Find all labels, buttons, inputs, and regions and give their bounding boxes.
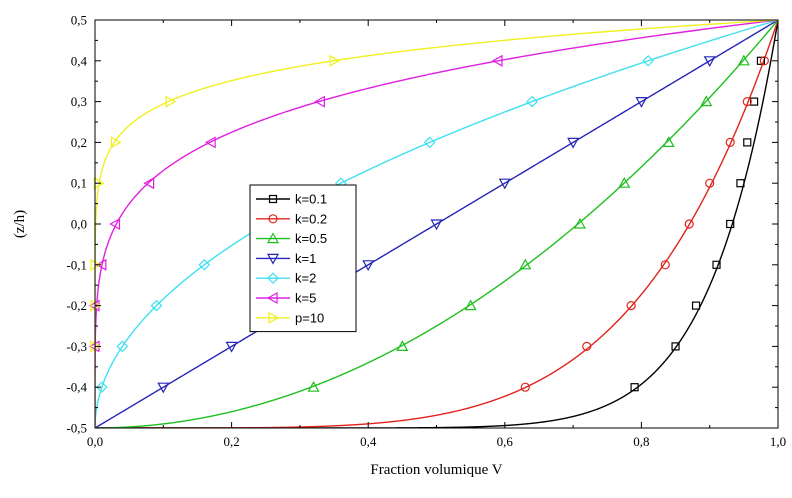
- data-point: [519, 258, 532, 270]
- series-markers-3: [307, 54, 750, 392]
- data-point: [671, 342, 680, 351]
- y-tick-label: -0,2: [66, 298, 87, 313]
- data-point: [491, 54, 503, 67]
- series-line-1: [95, 20, 778, 428]
- data-point: [95, 381, 108, 394]
- data-point: [756, 56, 766, 65]
- data-point: [498, 178, 511, 190]
- data-point: [157, 382, 170, 394]
- legend-label: k=0.1: [295, 192, 327, 207]
- y-tick-label: 0,3: [71, 94, 87, 109]
- markers-layer: [88, 54, 769, 394]
- legend-label: k=0.2: [295, 211, 327, 226]
- data-point: [725, 137, 735, 147]
- series-markers-5: [95, 54, 655, 394]
- data-point: [742, 96, 752, 107]
- y-tick-label: 0,5: [71, 13, 87, 28]
- legend-marker: [266, 291, 278, 305]
- data-point: [198, 258, 211, 271]
- data-point: [759, 56, 769, 66]
- series-line-7: [95, 20, 778, 428]
- x-tick-label: 0,8: [633, 434, 649, 449]
- legend-label: k=1: [295, 251, 316, 266]
- data-point: [642, 54, 655, 67]
- legend-marker: [268, 214, 278, 224]
- series-line-3: [95, 20, 778, 428]
- data-point: [703, 56, 716, 68]
- y-axis-title: (z/h): [12, 210, 28, 238]
- legend: k=0.1 k=0.2 k=0.5 k=1 k=2 k=5 p=10: [249, 184, 357, 333]
- x-tick-label: 0,2: [223, 434, 239, 449]
- data-point: [573, 217, 586, 229]
- data-point: [329, 54, 341, 67]
- legend-marker: [268, 311, 280, 324]
- data-point: [110, 136, 122, 149]
- y-tick-label: -0,4: [66, 380, 87, 395]
- data-point: [116, 340, 129, 353]
- data-point: [464, 299, 477, 311]
- x-tick-label: 0,4: [360, 434, 377, 449]
- data-point: [712, 260, 721, 269]
- legend-marker: [266, 253, 280, 265]
- data-point: [743, 138, 752, 147]
- data-point: [749, 97, 759, 106]
- data-point: [423, 136, 436, 149]
- data-point: [143, 177, 155, 190]
- y-tick-label: -0,5: [66, 421, 87, 436]
- data-point: [526, 95, 538, 108]
- data-point: [150, 299, 163, 312]
- y-tick-label: 0,1: [71, 176, 87, 191]
- y-tick-label: 0,0: [71, 217, 87, 232]
- y-tick-label: 0,4: [71, 53, 88, 68]
- data-point: [165, 95, 177, 108]
- data-point: [430, 219, 443, 231]
- data-point: [684, 219, 694, 229]
- legend-marker: [267, 272, 279, 285]
- series-markers-2: [520, 56, 769, 392]
- x-tick-label: 0,6: [497, 434, 514, 449]
- data-point: [736, 179, 745, 188]
- data-point: [630, 383, 639, 392]
- data-point: [314, 95, 325, 108]
- curves-layer: [95, 20, 778, 428]
- ticks-layer: 0,0 0,2 0,4 0,6 0,8 1,0 -0,5 -0,4 -0,3 -0,2 -0,1 0,…: [66, 13, 786, 450]
- legend-label: k=5: [295, 291, 316, 306]
- data-point: [700, 95, 713, 107]
- legend-label: k=0.5: [295, 231, 327, 246]
- data-point: [307, 380, 320, 392]
- legend-marker: [266, 232, 280, 244]
- data-point: [396, 340, 409, 351]
- data-point: [662, 136, 675, 147]
- y-tick-label: -0,3: [66, 339, 87, 354]
- data-point: [691, 301, 701, 310]
- y-tick-label: -0,1: [66, 257, 87, 272]
- data-point: [567, 137, 580, 149]
- data-point: [109, 217, 121, 231]
- x-tick-label: 0,0: [87, 434, 103, 449]
- x-tick-label: 1,0: [770, 434, 786, 449]
- data-point: [95, 258, 107, 271]
- data-point: [362, 260, 375, 272]
- data-point: [660, 260, 670, 270]
- data-point: [726, 219, 735, 229]
- legend-marker: [268, 194, 278, 204]
- data-point: [737, 54, 750, 66]
- data-point: [626, 301, 636, 311]
- data-point: [225, 341, 238, 353]
- series-line-4: [95, 20, 778, 428]
- data-point: [520, 382, 530, 392]
- data-point: [582, 341, 592, 351]
- x-axis-title: Fraction volumique V: [370, 462, 502, 478]
- series-line-2: [95, 20, 778, 428]
- y-tick-label: 0,2: [71, 135, 87, 150]
- legend-label: k=2: [295, 271, 316, 286]
- data-point: [93, 177, 105, 190]
- legend-label: p=10: [295, 310, 324, 325]
- data-point: [204, 136, 216, 149]
- series-markers-1: [630, 56, 766, 392]
- data-point: [635, 96, 648, 108]
- data-point: [705, 178, 715, 188]
- data-point: [618, 176, 631, 188]
